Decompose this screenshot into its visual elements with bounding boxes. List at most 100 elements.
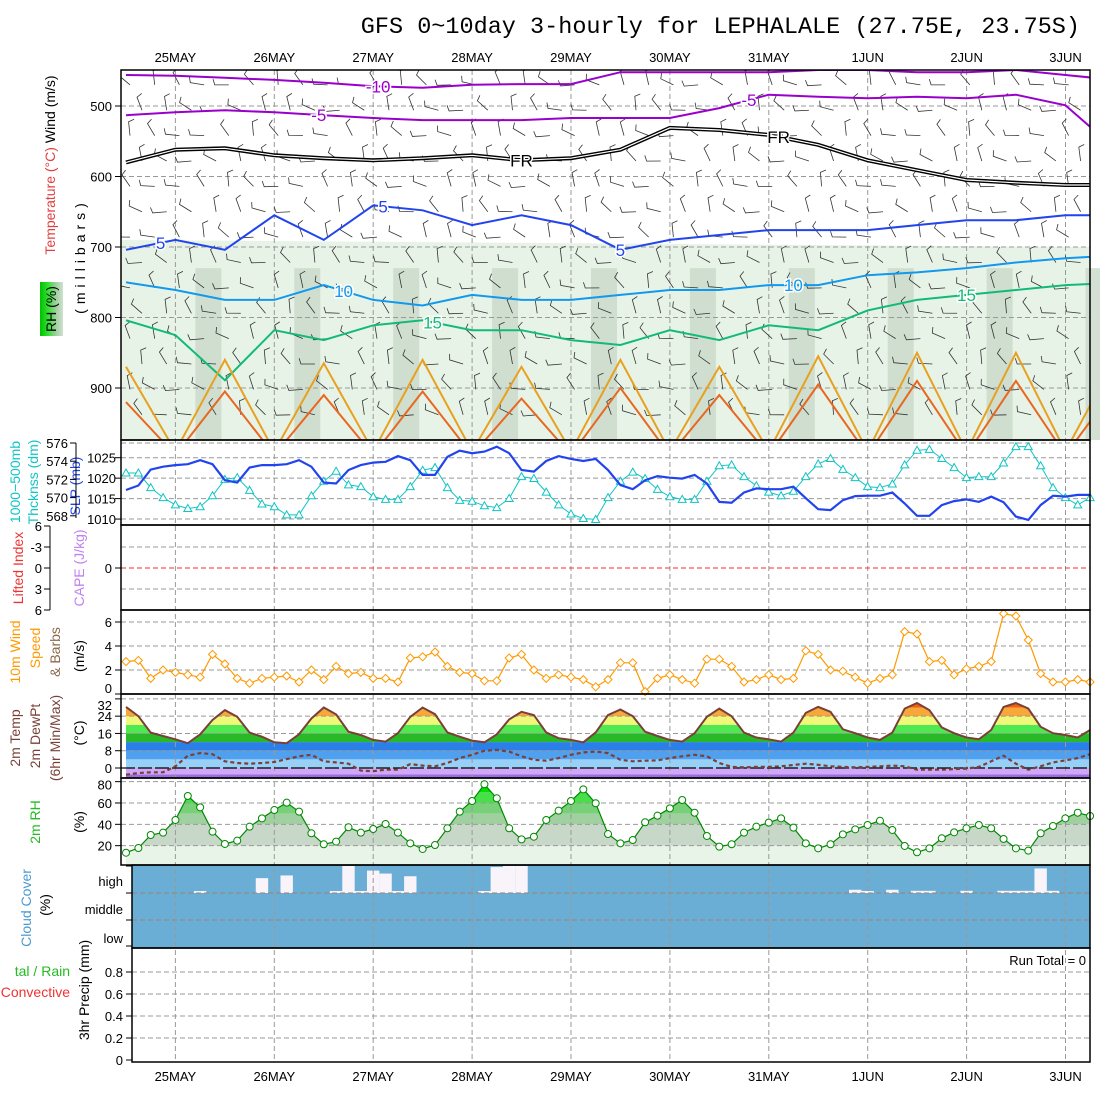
wind-barb xyxy=(928,78,946,86)
rh-marker xyxy=(653,811,662,820)
wind-units-label: (m/s) xyxy=(71,640,87,672)
wind-barb xyxy=(402,349,414,365)
wind-speed-marker xyxy=(553,670,564,680)
wind-barb xyxy=(795,150,810,162)
cloud-high-bar xyxy=(886,889,899,893)
wind-barb xyxy=(512,122,526,136)
wind-barb xyxy=(276,70,281,85)
wind-barb xyxy=(421,270,428,289)
wind-barb xyxy=(251,201,266,213)
temp-band xyxy=(126,759,1090,768)
wind-barb xyxy=(651,93,662,111)
wind-barb xyxy=(150,207,167,214)
wind-barb xyxy=(288,296,295,314)
tick-label: 16 xyxy=(98,726,112,741)
wind-barb xyxy=(606,397,612,415)
thickness-marker xyxy=(479,500,490,510)
wind-barb xyxy=(429,195,439,213)
wind-label-1: 10m Wind xyxy=(7,620,23,683)
precip-total-label: tal / Rain xyxy=(15,963,70,979)
wind-barb xyxy=(1005,327,1020,340)
tick-label: 0 xyxy=(116,1053,123,1068)
tick-label: 1010 xyxy=(87,512,116,527)
wind-speed-marker xyxy=(974,661,984,672)
wind-barb xyxy=(900,296,909,314)
thickness-marker xyxy=(380,494,391,503)
wind-barb xyxy=(847,298,859,314)
wind-barb xyxy=(928,283,946,290)
wind-barb xyxy=(715,321,724,339)
wind-barb xyxy=(917,305,933,314)
wind-barb xyxy=(584,195,591,212)
wind-barb xyxy=(506,296,513,314)
thickness-marker xyxy=(652,484,663,493)
rh-marker xyxy=(319,840,328,849)
wind-barb xyxy=(496,205,513,213)
rh-marker xyxy=(183,791,192,800)
wind-barb xyxy=(934,222,946,238)
rh-marker xyxy=(665,804,674,813)
isotherm-label: -5 xyxy=(741,91,756,110)
wind-barb xyxy=(172,220,180,238)
wind-speed-marker xyxy=(628,658,638,668)
wind-barb xyxy=(264,227,279,238)
wind-label-3: & Barbs xyxy=(47,627,63,677)
xs-temperature-label: Temperature xyxy=(42,176,58,255)
wind-barb xyxy=(597,302,612,314)
wind-barb xyxy=(977,93,984,111)
wind-barb xyxy=(867,408,884,416)
wind-barb xyxy=(523,271,530,288)
wind-barb xyxy=(780,333,797,340)
tick-label: 24 xyxy=(98,709,112,724)
wind-speed-marker xyxy=(702,654,712,664)
wind-barb xyxy=(971,399,983,416)
wind-barb xyxy=(594,257,612,264)
wind-barb xyxy=(263,347,270,365)
thickness-marker xyxy=(430,462,440,472)
wind-barb xyxy=(855,179,872,187)
wind-barb xyxy=(634,93,641,111)
wind-speed-marker xyxy=(405,653,415,663)
wind-barb xyxy=(1013,219,1020,238)
tick-label: 0 xyxy=(105,761,112,776)
date-label-bottom: 3JUN xyxy=(1049,1069,1082,1084)
lifted-index-tick-label: 6 xyxy=(35,519,42,534)
temp-color-bands xyxy=(126,703,1090,778)
wind-barb xyxy=(237,143,244,162)
wind-barb xyxy=(1066,169,1073,187)
wind-barb xyxy=(487,174,501,187)
wind-barb xyxy=(1056,223,1069,238)
wind-barb xyxy=(600,196,612,213)
rh-marker xyxy=(999,834,1008,843)
wind-barb xyxy=(133,398,143,416)
wind-barb xyxy=(273,206,291,213)
cloud-high-bar xyxy=(861,891,874,893)
tick-label: 1015 xyxy=(87,492,116,507)
wind-speed-marker xyxy=(590,682,601,692)
isotherm-label: 10 xyxy=(784,276,803,295)
thickness-marker xyxy=(145,482,156,492)
rh-marker xyxy=(344,823,353,832)
thickness-marker xyxy=(664,491,675,501)
wind-barb xyxy=(960,70,971,86)
rh-marker xyxy=(146,830,155,839)
wind-barb xyxy=(196,169,205,187)
rh-marker xyxy=(554,806,563,815)
wind-speed-marker xyxy=(492,676,502,686)
rh-marker xyxy=(937,834,946,843)
wind-barb xyxy=(924,398,933,415)
wind-speed-marker xyxy=(1035,668,1046,679)
wind-barb xyxy=(980,378,995,390)
rh-marker xyxy=(702,831,711,840)
wind-speed-marker xyxy=(220,659,230,669)
wind-speed-marker xyxy=(714,654,724,664)
wind-barb xyxy=(767,156,785,163)
wind-barb xyxy=(812,221,822,238)
wind-barb xyxy=(959,170,971,187)
wind-speed-marker xyxy=(850,672,860,682)
tick-label: 0.2 xyxy=(105,1031,123,1046)
rh-shading-patch xyxy=(492,268,519,440)
wind-barb xyxy=(316,375,328,390)
wind-barb xyxy=(595,118,602,136)
wind-barb xyxy=(226,253,241,263)
